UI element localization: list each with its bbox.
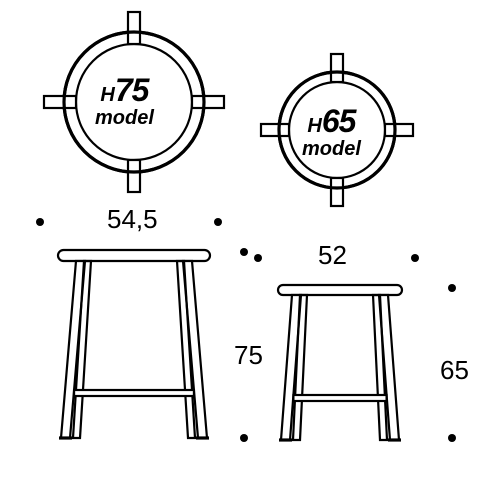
dimension-dot	[448, 434, 456, 442]
dimension-dot	[448, 284, 456, 292]
dim-width-right: 52	[318, 240, 347, 271]
dimension-dot	[214, 218, 222, 226]
label-h75-num: 75	[115, 72, 149, 108]
stool-right	[0, 0, 500, 500]
label-h75-model: model	[95, 108, 154, 129]
dimension-dot	[36, 218, 44, 226]
label-h65: H65 model	[302, 105, 361, 160]
dimension-dot	[254, 254, 262, 262]
dim-width-left: 54,5	[107, 204, 158, 235]
dimension-dot	[240, 248, 248, 256]
dim-height-right: 65	[440, 355, 469, 386]
dim-height-left: 75	[234, 340, 263, 371]
label-h65-prefix: H	[307, 115, 321, 137]
dimension-dot	[411, 254, 419, 262]
label-h75: H75 model	[95, 74, 154, 129]
label-h75-prefix: H	[100, 84, 114, 106]
dimension-dot	[240, 434, 248, 442]
label-h65-model: model	[302, 139, 361, 160]
label-h65-num: 65	[322, 103, 356, 139]
diagram-root: H75 model H65 model 54,5 52 75 65	[0, 0, 500, 500]
